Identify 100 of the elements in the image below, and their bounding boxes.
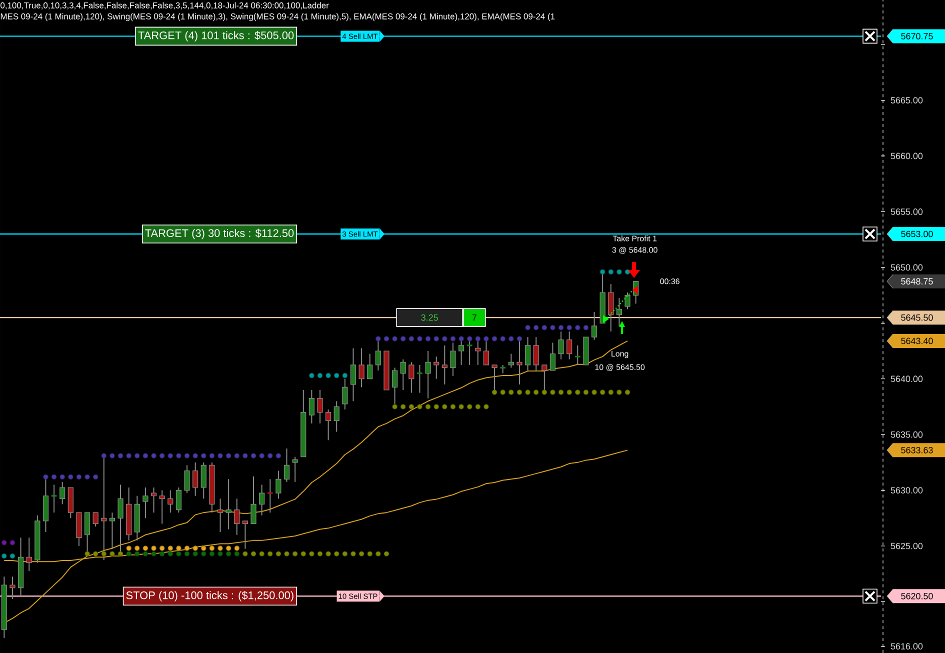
candlestick — [425, 350, 431, 399]
point — [43, 474, 48, 480]
point — [575, 390, 580, 395]
point — [218, 453, 223, 458]
point — [201, 546, 206, 551]
candlestick — [616, 298, 622, 326]
point — [592, 390, 597, 395]
point — [558, 390, 564, 395]
point — [101, 551, 106, 556]
point — [259, 453, 264, 458]
candlestick — [367, 353, 373, 380]
y-tick-label: 5655.00 — [890, 208, 923, 215]
point — [492, 390, 498, 395]
point — [134, 453, 140, 458]
point — [608, 269, 614, 274]
point — [234, 453, 240, 458]
point — [516, 390, 522, 395]
candlestick — [566, 330, 572, 360]
point — [51, 474, 57, 480]
candlestick — [591, 311, 598, 340]
point — [400, 404, 406, 410]
point — [583, 390, 589, 395]
candlestick — [350, 348, 356, 402]
point — [250, 453, 256, 458]
point — [110, 453, 115, 458]
point — [450, 336, 456, 342]
point — [417, 336, 422, 342]
point — [508, 390, 514, 395]
point — [367, 551, 372, 556]
point — [284, 551, 290, 556]
candlestick — [26, 537, 32, 572]
annotation: 7 — [472, 314, 476, 321]
point — [259, 551, 264, 556]
point — [484, 336, 489, 342]
point — [118, 453, 124, 458]
point — [450, 404, 456, 410]
point — [484, 404, 489, 410]
point — [184, 453, 190, 458]
annotation: TARGET (4) 101 ticks : $505.00 — [138, 31, 294, 42]
point — [76, 474, 82, 480]
point — [118, 551, 124, 556]
point — [242, 551, 248, 556]
point — [242, 453, 248, 458]
point — [226, 453, 232, 458]
candlestick — [533, 336, 539, 371]
candlestick — [60, 481, 66, 505]
candlestick — [342, 378, 348, 410]
text: 5648.75 — [901, 278, 933, 285]
point — [566, 390, 572, 395]
point — [408, 404, 414, 410]
point — [159, 453, 165, 458]
candlestick — [284, 448, 290, 482]
point — [192, 551, 198, 556]
point — [226, 546, 232, 551]
point — [616, 390, 622, 395]
point — [184, 546, 190, 551]
point — [417, 404, 422, 410]
candlestick — [416, 364, 424, 394]
point — [434, 404, 439, 410]
candlestick — [558, 330, 564, 360]
point — [110, 551, 115, 556]
point — [508, 336, 514, 342]
y-tick-label: 5635.00 — [890, 431, 923, 438]
point — [209, 546, 215, 551]
point — [492, 336, 498, 342]
point — [92, 551, 98, 556]
point — [542, 390, 548, 395]
candlestick — [92, 512, 98, 528]
point — [317, 372, 323, 378]
point — [10, 553, 16, 559]
point — [268, 551, 273, 556]
y-tick-label: 5625.00 — [890, 542, 923, 550]
point — [176, 546, 182, 551]
candlestick — [524, 336, 531, 371]
point — [192, 546, 198, 551]
point — [334, 372, 340, 378]
candlestick — [434, 356, 440, 380]
candlestick — [442, 344, 448, 385]
point — [151, 551, 156, 556]
candlestick — [226, 478, 232, 530]
point — [392, 404, 398, 410]
text: MES 09-24 (1 Minute),120), Swing(MES 09-24 (1 Minute),3), Swing(MES 09-24 (1 Minute),5), EMA(MES 09-24 (1 Minute),120), EMA(MES 09-24 (1 — [0, 13, 555, 22]
point — [376, 336, 381, 342]
candlestick — [292, 456, 298, 482]
point — [168, 551, 173, 556]
point — [624, 390, 630, 395]
candlestick — [400, 358, 406, 390]
point — [268, 453, 273, 458]
point — [201, 551, 206, 556]
y-tick-label: 5630.00 — [890, 487, 923, 494]
candlestick — [450, 342, 456, 377]
text: 5620.50 — [901, 592, 933, 600]
point — [408, 336, 414, 342]
candlestick — [508, 353, 514, 368]
point — [151, 453, 156, 458]
point — [317, 551, 323, 556]
point — [616, 269, 622, 274]
point — [168, 546, 173, 551]
point — [276, 453, 282, 458]
point — [250, 551, 256, 556]
